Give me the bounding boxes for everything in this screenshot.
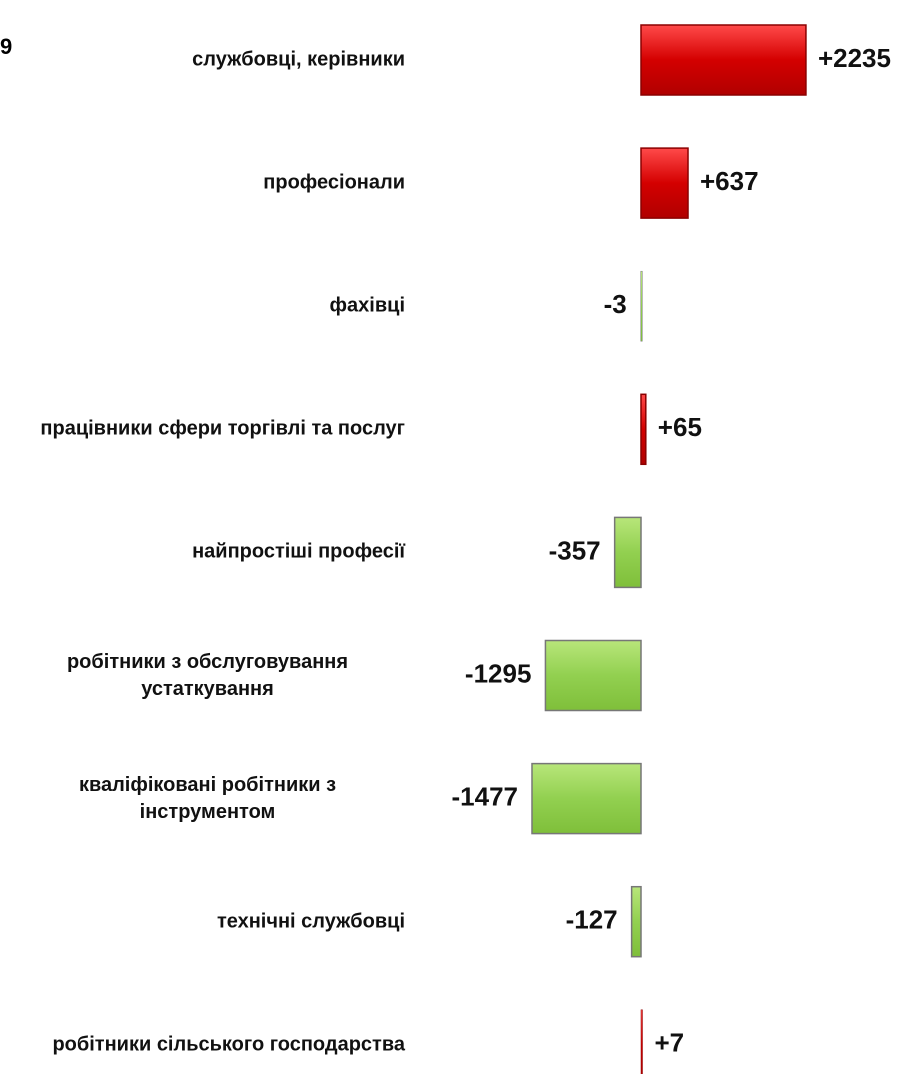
value-label: +637 <box>700 166 759 196</box>
bar <box>613 516 642 589</box>
category-label-box: найпростіші професії <box>0 539 405 566</box>
category-label: технічні службовці <box>216 910 405 933</box>
category-label: кваліфіковані робітники з інструментом <box>78 773 337 823</box>
category-label: найпростіші професії <box>192 540 405 563</box>
category-label: робітники з обслуговування устаткування <box>66 650 349 700</box>
value-label: -1477 <box>451 781 518 811</box>
value-label: +7 <box>655 1028 685 1058</box>
bar <box>640 24 807 96</box>
bar <box>531 762 642 835</box>
bar <box>640 1009 643 1074</box>
value-label: +2235 <box>818 43 891 73</box>
category-label: фахівці <box>329 294 405 317</box>
value-label: -3 <box>604 289 627 319</box>
category-label-box: робітники з обслуговування устаткування <box>0 649 405 703</box>
category-label: професіонали <box>263 171 405 194</box>
bar <box>640 270 643 342</box>
category-label-box: робітники сільського господарства <box>0 1031 405 1058</box>
category-label: працівники сфери торгівлі та послуг <box>40 417 405 440</box>
category-label-box: кваліфіковані робітники з інструментом <box>0 772 405 826</box>
category-label-box: технічні службовці <box>0 908 405 935</box>
bar <box>630 885 642 958</box>
value-label: -127 <box>566 905 618 935</box>
bar <box>544 639 642 712</box>
value-label: +65 <box>658 412 702 442</box>
bar <box>640 147 689 219</box>
chart-title: 9 <box>0 34 13 59</box>
value-label: -357 <box>549 535 601 565</box>
category-label-box: професіонали <box>0 170 405 197</box>
category-label-box: службовці, керівники <box>0 47 405 74</box>
value-label: -1295 <box>465 658 532 688</box>
category-label: службовці, керівники <box>192 48 405 71</box>
category-label-box: фахівці <box>0 293 405 320</box>
category-label-box: працівники сфери торгівлі та послуг <box>0 416 405 443</box>
bar <box>640 393 647 466</box>
category-label: робітники сільського господарства <box>52 1033 405 1056</box>
